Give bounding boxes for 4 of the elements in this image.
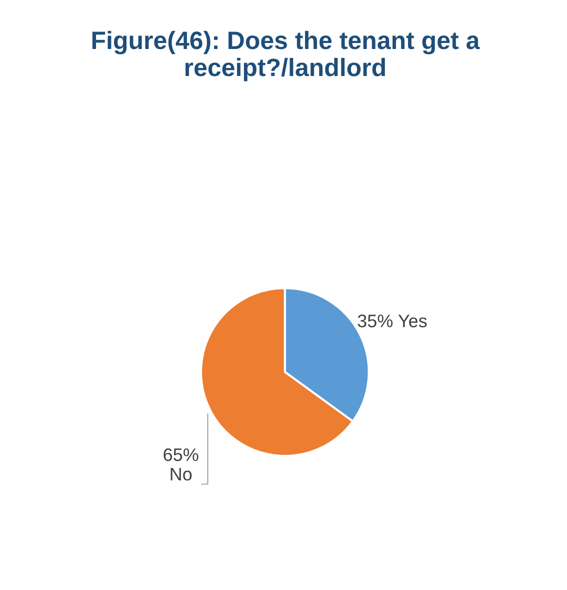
chart-title: Figure(46): Does the tenant get a receipt?/landlord — [92, 30, 480, 82]
data-label: 65% — [164, 448, 198, 462]
slice-label: No — [170, 468, 192, 481]
slice-label: 35% Yes — [358, 314, 427, 328]
